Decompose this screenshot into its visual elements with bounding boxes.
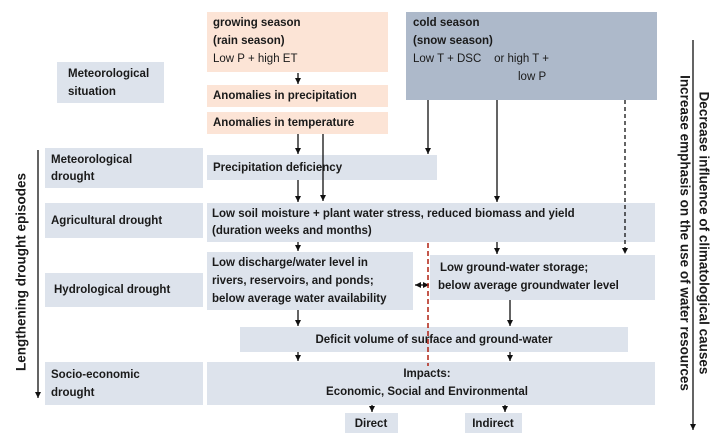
box-text: cold season <box>413 17 479 29</box>
box-text: Economic, Social and Environmental <box>326 386 528 398</box>
arrows <box>35 40 696 430</box>
box-text: Low ground-water storage; <box>440 262 588 274</box>
box-text: Low P + high ET <box>213 53 298 65</box>
label-text: Socio-economic <box>51 369 140 381</box>
box-text: below average groundwater level <box>438 280 619 292</box>
label-box <box>45 362 203 405</box>
label-text: Hydrological drought <box>54 284 170 296</box>
box-text: low P <box>518 71 546 83</box>
indirect-box <box>465 413 522 433</box>
impacts-box <box>207 362 655 405</box>
box-text: Low soil moisture + plant water stress, … <box>212 208 575 220</box>
side-label: Increase emphasis on the use of water re… <box>677 75 692 391</box>
box-text: (duration weeks and months) <box>212 225 372 237</box>
label-text: situation <box>68 86 116 98</box>
box-text: Anomalies in temperature <box>213 117 354 129</box>
box-text: Deficit volume of surface and ground-wat… <box>315 334 553 346</box>
direct-box <box>345 413 398 433</box>
box-text: rivers, reservoirs, and ponds; <box>212 275 374 287</box>
left-labels: Meteorological situation Meteorological … <box>45 62 203 405</box>
box-text: Indirect <box>472 418 514 430</box>
label-text: drought <box>51 387 95 399</box>
label-box <box>45 203 203 238</box>
label-text: Meteorological <box>68 68 149 80</box>
label-text: drought <box>51 171 95 183</box>
side-label: Decrease influence of climatological cau… <box>696 92 711 375</box>
box-text: growing season <box>213 17 301 29</box>
label-text: Meteorological <box>51 154 132 166</box>
anomaly-box <box>207 85 388 107</box>
label-text: Agricultural drought <box>51 215 162 227</box>
anomaly-box <box>207 112 388 134</box>
box-text: below average water availability <box>212 293 387 305</box>
growing-season-box <box>207 12 388 72</box>
label-box <box>45 273 203 307</box>
label-box <box>57 62 164 103</box>
box-text: Precipitation deficiency <box>213 162 343 174</box>
box-text: (rain season) <box>213 35 285 47</box>
box-text: Anomalies in precipitation <box>213 90 357 102</box>
precipitation-box <box>207 155 437 180</box>
agricultural-box <box>207 203 655 242</box>
surface-water-box <box>207 252 413 310</box>
box-text: Low T + DSC or high T + <box>413 53 549 65</box>
label-box <box>45 148 203 188</box>
ground-water-box <box>430 255 655 300</box>
box-text: Impacts: <box>403 368 450 380</box>
side-label: Lengthening drought episodes <box>14 173 29 371</box>
cold-season-box <box>406 12 657 100</box>
box-text: Low discharge/water level in <box>212 257 368 269</box>
box-text: (snow season) <box>413 35 493 47</box>
box-text: Direct <box>355 418 388 430</box>
deficit-box <box>240 327 628 352</box>
